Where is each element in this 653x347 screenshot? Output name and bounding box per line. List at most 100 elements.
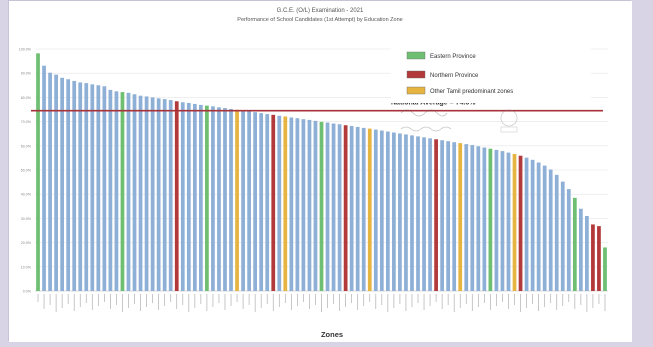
- x-tick-label: [411, 294, 413, 307]
- bar-chart: G.C.E. (O/L) Examination - 2021 Performa…: [9, 1, 632, 342]
- x-tick-label: [514, 294, 515, 305]
- x-tick-label: [477, 294, 479, 307]
- x-axis-ticks: [37, 294, 606, 312]
- bar-default: [422, 137, 426, 291]
- x-tick-label: [73, 294, 75, 311]
- bar-default: [542, 165, 547, 291]
- x-tick-label: [363, 294, 365, 306]
- x-tick-label: [152, 294, 153, 303]
- bar-northern: [343, 125, 348, 291]
- bar-default: [476, 146, 481, 291]
- bar-eastern: [603, 247, 607, 291]
- bar-default: [211, 106, 215, 291]
- x-tick-label: [110, 294, 111, 309]
- chart-subtitle: Performance of School Candidates (1st At…: [237, 17, 402, 23]
- x-tick-label: [266, 294, 268, 304]
- x-tick-label: [97, 294, 99, 306]
- x-tick-label: [496, 294, 497, 306]
- bar-default: [42, 65, 46, 291]
- x-tick-label: [260, 294, 262, 308]
- x-tick-label: [393, 294, 395, 308]
- x-tick-label: [586, 294, 588, 312]
- legend: Eastern Province Northern Province Other…: [391, 41, 591, 133]
- bar-default: [530, 159, 535, 291]
- x-tick-label: [248, 294, 250, 305]
- legend-swatch-eastern: [406, 51, 426, 60]
- x-tick-label: [278, 294, 280, 307]
- y-tick-label: 60.0%: [21, 144, 32, 148]
- y-tick-label: 80.0%: [21, 96, 32, 100]
- x-tick-label: [538, 294, 539, 311]
- bar-default: [259, 113, 264, 291]
- x-tick-label: [375, 294, 377, 309]
- legend-label-northern: Northern Province: [430, 73, 479, 79]
- x-tick-label: [134, 294, 135, 304]
- bar-eastern: [205, 105, 209, 291]
- bar-default: [361, 127, 366, 291]
- x-tick-label: [544, 294, 546, 307]
- x-tick-label: [598, 294, 600, 304]
- bar-default: [66, 79, 71, 291]
- bar-northern: [597, 226, 601, 291]
- bar-default: [301, 119, 306, 292]
- bar-default: [578, 208, 583, 291]
- x-tick-label: [369, 294, 371, 302]
- x-tick-label: [339, 294, 340, 311]
- x-tick-label: [224, 294, 226, 310]
- bar-default: [506, 152, 511, 291]
- bar-default: [470, 145, 475, 291]
- bar-default: [186, 102, 191, 291]
- bar-default: [349, 125, 354, 292]
- chart-frame: G.C.E. (O/L) Examination - 2021 Performa…: [8, 0, 632, 342]
- x-tick-label: [158, 294, 159, 310]
- bar-default: [156, 98, 161, 292]
- bar-default: [102, 86, 107, 292]
- bar-northern: [434, 139, 438, 291]
- bar-tamil: [235, 109, 239, 292]
- bar-default: [410, 135, 414, 291]
- x-tick-label: [200, 294, 202, 304]
- x-tick-label: [254, 294, 256, 312]
- x-tick-label: [104, 294, 105, 302]
- y-tick-label: 40.0%: [21, 193, 32, 197]
- x-tick-label: [170, 294, 172, 302]
- x-tick-label: [43, 294, 45, 309]
- y-tick-label: 10.0%: [21, 265, 32, 269]
- bar-default: [500, 151, 505, 291]
- bars: [36, 53, 607, 292]
- x-tick-label: [327, 294, 328, 308]
- x-tick-label: [146, 294, 147, 307]
- bar-default: [84, 83, 89, 292]
- bar-default: [168, 100, 173, 291]
- bar-default: [524, 157, 529, 291]
- bar-default: [241, 110, 245, 292]
- x-tick-label: [604, 294, 606, 311]
- bar-default: [132, 94, 137, 291]
- bar-northern: [271, 114, 276, 291]
- bar-default: [398, 133, 402, 291]
- x-tick-label: [502, 294, 503, 302]
- bar-default: [379, 130, 384, 291]
- bar-default: [162, 99, 167, 291]
- bar-default: [295, 118, 300, 292]
- bar-default: [548, 169, 553, 291]
- x-tick-label: [176, 294, 178, 309]
- x-tick-label: [435, 294, 437, 302]
- x-tick-label: [345, 294, 346, 307]
- x-tick-label: [351, 294, 353, 303]
- x-tick-label: [218, 294, 220, 303]
- bar-default: [265, 114, 270, 291]
- x-tick-label: [484, 294, 485, 303]
- x-tick-label: [188, 294, 190, 312]
- x-tick-label: [381, 294, 383, 305]
- bar-default: [464, 144, 469, 291]
- x-tick-label: [55, 294, 57, 312]
- x-tick-label: [453, 294, 455, 312]
- bar-default: [416, 136, 420, 291]
- x-tick-label: [526, 294, 527, 308]
- bar-default: [337, 124, 342, 291]
- x-tick-label: [321, 294, 322, 312]
- bar-default: [554, 174, 559, 291]
- bar-default: [60, 77, 65, 291]
- x-tick-label: [91, 294, 93, 310]
